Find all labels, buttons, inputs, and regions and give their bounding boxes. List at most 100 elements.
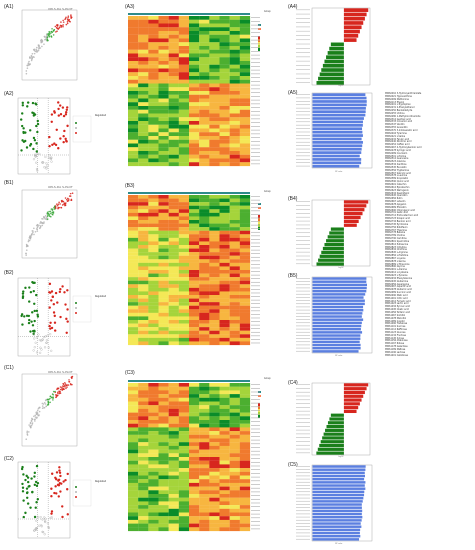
heatmap-b-cell (219, 327, 230, 331)
heatmap-a-cell (148, 38, 159, 43)
heatmap-a-cell (229, 124, 240, 129)
heatmap-c-cell (178, 505, 190, 509)
splot-a-point (43, 35, 46, 38)
heatmap-c-cell (219, 420, 230, 424)
heatmap-a-cell (189, 147, 200, 152)
heatmap-c-cell (189, 431, 200, 435)
heatmap-c-cell (148, 427, 159, 432)
splot-c-point (61, 388, 63, 391)
splot-a-point (55, 26, 58, 29)
heatmap-b-cell (128, 277, 139, 281)
heatmap-c-cell (148, 471, 159, 476)
heatmap-a-cell (168, 83, 179, 88)
heatmap-b-cell (189, 302, 200, 306)
heatmap-c-cell (199, 512, 210, 517)
heatmap-a-cell (189, 38, 200, 43)
heatmap-c-cell (128, 494, 139, 498)
heatmap-a-row-label (251, 141, 260, 142)
splot-title-a: OPLS-DA S-PLOT (48, 7, 73, 11)
heatmap-c-cell (148, 475, 159, 480)
heatmap-c-cell (168, 434, 179, 439)
heatmap-b-cell (148, 195, 159, 199)
fc-chart-c-label (296, 384, 310, 385)
fc-chart-a-down-bar (327, 51, 344, 55)
heatmap-b-cell (189, 291, 200, 296)
heatmap-a-cell (158, 151, 169, 155)
heatmap-c-cell (229, 464, 240, 469)
heatmap-a-cell (178, 106, 190, 110)
heatmap-b-cell (168, 202, 179, 206)
splot-c-point (47, 402, 50, 405)
heatmap-a-cell (128, 158, 139, 163)
heatmap-c-cell (178, 512, 190, 517)
heatmap-c-cell (199, 397, 210, 402)
heatmap-a-cell (189, 158, 200, 163)
volcano-a-up-point (59, 137, 62, 140)
heatmap-c-cell (229, 394, 240, 398)
heatmap-c-cell (178, 453, 190, 458)
vip-chart-c-label (296, 513, 310, 515)
volcano-legend-b: Regulated (95, 295, 107, 298)
vip-chart-c-label (296, 494, 310, 496)
heatmap-c-cell (148, 501, 159, 506)
fc-chart-b-label (296, 236, 310, 237)
heatmap-b-cell (168, 273, 179, 278)
heatmap-c-cell (229, 475, 240, 480)
heatmap-a-cell (219, 57, 230, 62)
volcano-a-down-point (36, 130, 39, 134)
heatmap-a-row-label (251, 152, 260, 153)
vip-chart-b-bar (312, 305, 364, 309)
heatmap-c-cell (189, 397, 200, 402)
metabolite-name: MWS0990 Malic acid (385, 293, 408, 297)
heatmap-b-cell (219, 320, 230, 324)
volcano-c-down-point (21, 465, 24, 469)
heatmap-c-cell (219, 479, 230, 483)
fc-chart-b-down-bar (318, 258, 344, 262)
heatmap-b-cell (199, 227, 210, 231)
metabolite-name: MWS0589 Scopoletin (385, 177, 409, 181)
heatmap-c-cell (239, 405, 251, 409)
heatmap-c-cell (178, 501, 190, 506)
splot-c-point (30, 419, 33, 422)
vip-chart-c-label (296, 504, 310, 505)
heatmap-b-row-label (251, 267, 260, 269)
heatmap-a-cell (128, 64, 139, 69)
heatmap-b-cell (209, 270, 220, 274)
heatmap-b-cell (148, 245, 159, 249)
fc-chart-a-down-bar (330, 42, 344, 47)
heatmap-a-cell (219, 38, 230, 43)
heatmap-a-cell (178, 132, 190, 137)
splot-a-point (57, 24, 59, 26)
volcano-b-up-point (65, 331, 68, 334)
heatmap-b-cell (128, 291, 139, 296)
heatmap-b-cell (219, 302, 230, 306)
heatmap-b-cell (178, 212, 190, 217)
metabolite-name: MWS0989 Succinic acid (385, 291, 411, 295)
heatmap-b-cell (128, 220, 139, 224)
heatmap-c-cell (219, 471, 230, 476)
heatmap-c-cell (209, 431, 220, 435)
heatmap-b-cell (239, 327, 251, 331)
vip-chart-c-bar (312, 506, 362, 509)
heatmap-b-cell (209, 202, 220, 206)
heatmap-a-row-label (251, 133, 260, 135)
splot-c-point (56, 391, 59, 394)
heatmap-c-cell (168, 468, 179, 472)
splot-a-point (67, 16, 69, 19)
heatmap-b-cell (168, 337, 179, 342)
heatmap-b-cell (158, 220, 169, 224)
volcano-b-ns-point (32, 333, 35, 336)
heatmap-c-cell (148, 494, 159, 498)
heatmap-c-cell (178, 519, 190, 524)
volcano-c-up-point (64, 478, 67, 482)
metabolite-name: MWS0801 Spermidine (385, 239, 410, 243)
heatmap-a-cell (219, 128, 230, 133)
fc-chart-c-label (296, 388, 310, 389)
heatmap-c-cell (148, 405, 159, 409)
splot-c-point (55, 394, 57, 396)
heatmap-c-cell (148, 394, 159, 398)
splot-a-point (59, 24, 62, 27)
heatmap-a-cell (168, 143, 179, 148)
metabolite-name: MWS1123 Glucose (385, 330, 406, 334)
heatmap-c-row-label (251, 387, 260, 389)
